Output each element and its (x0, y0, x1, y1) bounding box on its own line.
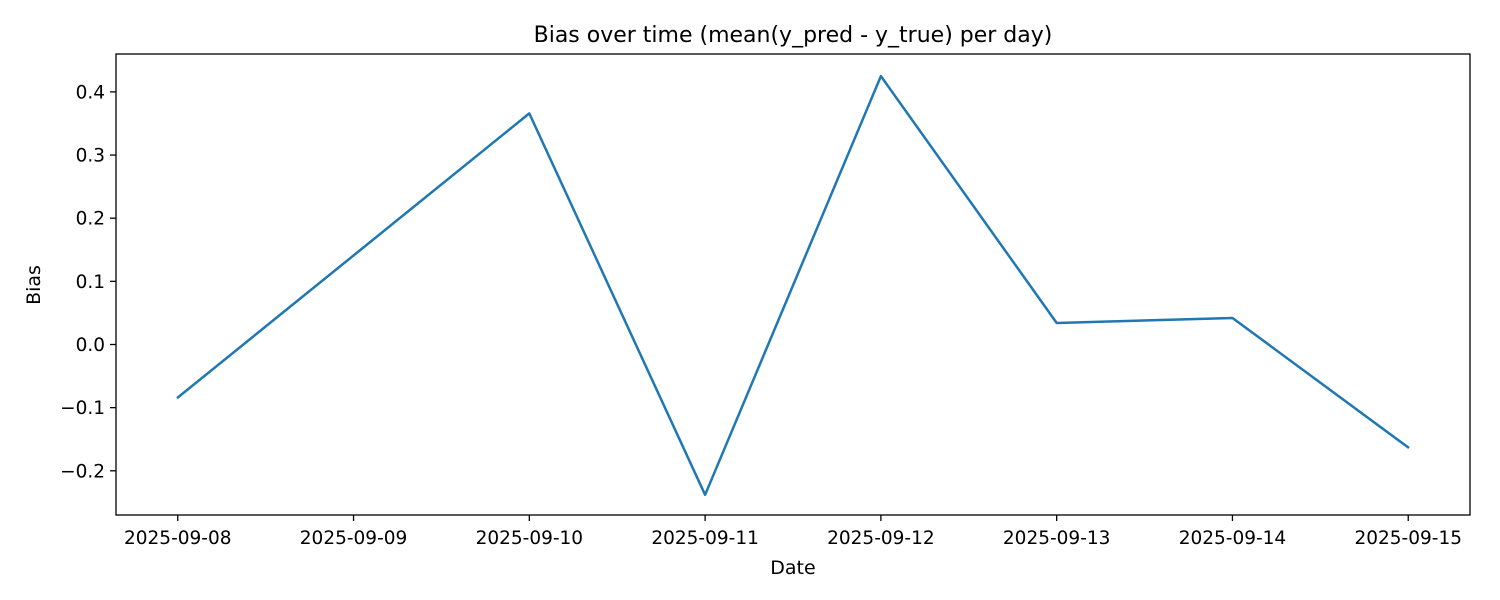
y-tick-label: 0.0 (76, 335, 105, 356)
x-tick-label: 2025-09-12 (827, 528, 935, 549)
y-axis: −0.2 −0.1 0.0 0.1 0.2 0.3 0.4 (60, 82, 116, 482)
x-tick-label: 2025-09-08 (124, 528, 232, 549)
x-axis-label: Date (770, 557, 815, 579)
chart-title: Bias over time (mean(y_pred - y_true) pe… (534, 23, 1053, 48)
x-tick-label: 2025-09-11 (651, 528, 759, 549)
y-tick-label: −0.1 (60, 398, 105, 419)
y-tick-label: 0.4 (76, 82, 105, 103)
y-tick-label: −0.2 (60, 461, 105, 482)
x-tick-label: 2025-09-13 (1003, 528, 1111, 549)
x-tick-label: 2025-09-14 (1179, 528, 1287, 549)
x-tick-label: 2025-09-09 (300, 528, 408, 549)
x-tick-label: 2025-09-10 (476, 528, 584, 549)
y-tick-label: 0.2 (76, 209, 105, 230)
plot-area-frame (115, 53, 1471, 516)
bias-series-line (176, 74, 1410, 497)
y-tick-label: 0.3 (76, 146, 105, 167)
x-tick-label: 2025-09-15 (1354, 528, 1462, 549)
y-tick-label: 0.1 (76, 272, 105, 293)
x-axis: 2025-09-08 2025-09-09 2025-09-10 2025-09-11… (124, 515, 1462, 549)
y-axis-label: Bias (23, 265, 45, 305)
